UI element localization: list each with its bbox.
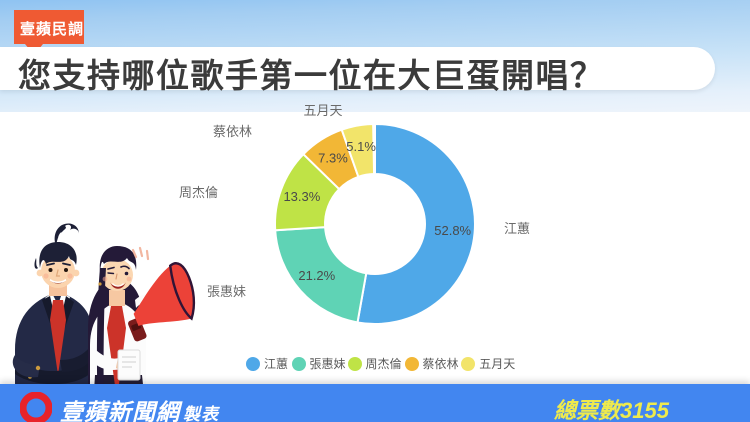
svg-text:張惠妹: 張惠妹 — [207, 284, 246, 299]
svg-text:13.3%: 13.3% — [283, 189, 320, 204]
svg-text:52.8%: 52.8% — [434, 223, 471, 238]
svg-text:江蕙: 江蕙 — [504, 221, 530, 236]
svg-text:周杰倫: 周杰倫 — [179, 185, 218, 200]
svg-text:7.3%: 7.3% — [318, 150, 348, 165]
svg-text:五月天: 五月天 — [303, 103, 342, 118]
svg-text:21.2%: 21.2% — [298, 268, 335, 283]
svg-text:蔡依林: 蔡依林 — [213, 124, 252, 139]
svg-text:5.1%: 5.1% — [346, 139, 376, 154]
